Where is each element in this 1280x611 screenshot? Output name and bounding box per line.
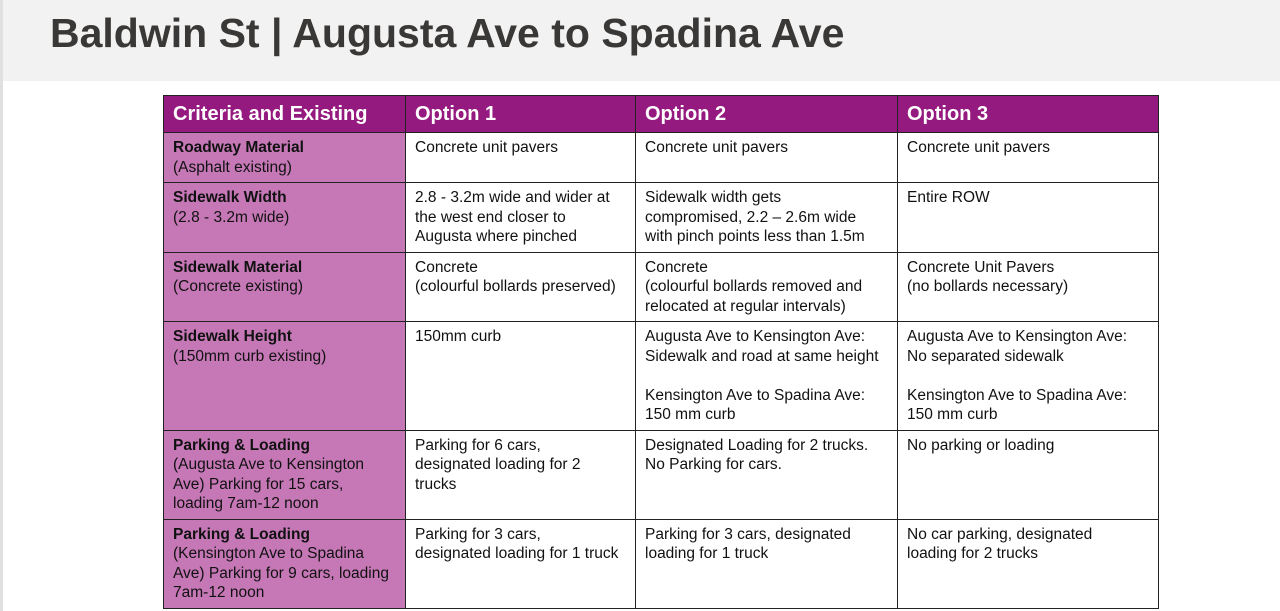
criteria-cell: Roadway Material (Asphalt existing) (163, 132, 406, 183)
table-row: Sidewalk Height (150mm curb existing) 150m… (163, 321, 1159, 431)
option-3-cell: No car parking, designated loading for 2… (897, 518, 1159, 609)
criteria-cell: Parking & Loading (Augusta Ave to Kensing… (163, 429, 406, 520)
criteria-cell: Sidewalk Width (2.8 - 3.2m wide) (163, 182, 406, 253)
options-table: Criteria and Existing Option 1 Option 2 … (163, 95, 1159, 609)
header-criteria: Criteria and Existing (163, 95, 406, 133)
option-3-cell: Concrete unit pavers (897, 132, 1159, 183)
title-band (3, 0, 1280, 81)
header-row: Criteria and Existing Option 1 Option 2 … (163, 95, 1159, 133)
existing-condition: (Asphalt existing) (173, 158, 292, 176)
option-3-cell: Augusta Ave to Kensington Ave: No separa… (897, 321, 1159, 431)
existing-condition: (Concrete existing) (173, 278, 304, 295)
existing-condition: (150mm curb existing) (173, 347, 327, 365)
page-title: Baldwin St | Augusta Ave to Spadina Ave (50, 10, 845, 56)
existing-condition: (Augusta Ave to Kensington Ave) Parking … (173, 456, 365, 512)
table-row: Sidewalk Material (Concrete existing) Conc… (163, 251, 1159, 322)
table-row: Parking & Loading (Kensington Ave to Spad… (163, 518, 1159, 609)
criteria-label: Parking & Loading (173, 525, 310, 543)
option-2-cell: Designated Loading for 2 trucks. No Park… (635, 429, 898, 520)
header-option-2: Option 2 (635, 95, 898, 133)
option-1-cell: Concrete (colourful bollards preserved) (405, 251, 636, 322)
table-row: Parking & Loading (Augusta Ave to Kensing… (163, 429, 1159, 520)
criteria-cell: Sidewalk Material (Concrete existing) (163, 251, 406, 322)
option-3-cell: Concrete Unit Pavers (no bollards necess… (897, 251, 1159, 322)
existing-condition: (2.8 - 3.2m wide) (173, 208, 290, 226)
table-row: Sidewalk Width (2.8 - 3.2m wide) 2.8 - 3.2… (163, 182, 1159, 253)
left-edge (0, 0, 3, 611)
table-row: Roadway Material (Asphalt existing) Concre… (163, 132, 1159, 183)
criteria-label: Parking & Loading (173, 436, 310, 454)
option-1-cell: Parking for 6 cars, designated loading f… (405, 429, 636, 520)
criteria-label: Sidewalk Material (173, 258, 303, 276)
header-option-1: Option 1 (405, 95, 636, 133)
option-1-cell: Parking for 3 cars, designated loading f… (405, 518, 636, 609)
option-3-cell: No parking or loading (897, 429, 1159, 520)
option-2-cell: Concrete unit pavers (635, 132, 898, 183)
criteria-label: Roadway Material (173, 139, 304, 156)
option-2-cell: Sidewalk width gets compromised, 2.2 – 2… (635, 182, 898, 253)
criteria-cell: Sidewalk Height (150mm curb existing) (163, 321, 406, 431)
header-option-3: Option 3 (897, 95, 1159, 133)
criteria-label: Sidewalk Height (173, 328, 292, 345)
criteria-cell: Parking & Loading (Kensington Ave to Spad… (163, 518, 406, 609)
criteria-label: Sidewalk Width (173, 189, 287, 206)
existing-condition: (Kensington Ave to Spadina Ave) Parking … (173, 545, 389, 601)
option-2-cell: Parking for 3 cars, designated loading f… (635, 518, 898, 609)
option-1-cell: Concrete unit pavers (405, 132, 636, 183)
option-2-cell: Concrete (colourful bollards removed and… (635, 251, 898, 322)
option-3-cell: Entire ROW (897, 182, 1159, 253)
option-1-cell: 150mm curb (405, 321, 636, 431)
option-1-cell: 2.8 - 3.2m wide and wider at the west en… (405, 182, 636, 253)
option-2-cell: Augusta Ave to Kensington Ave: Sidewalk … (635, 321, 898, 431)
